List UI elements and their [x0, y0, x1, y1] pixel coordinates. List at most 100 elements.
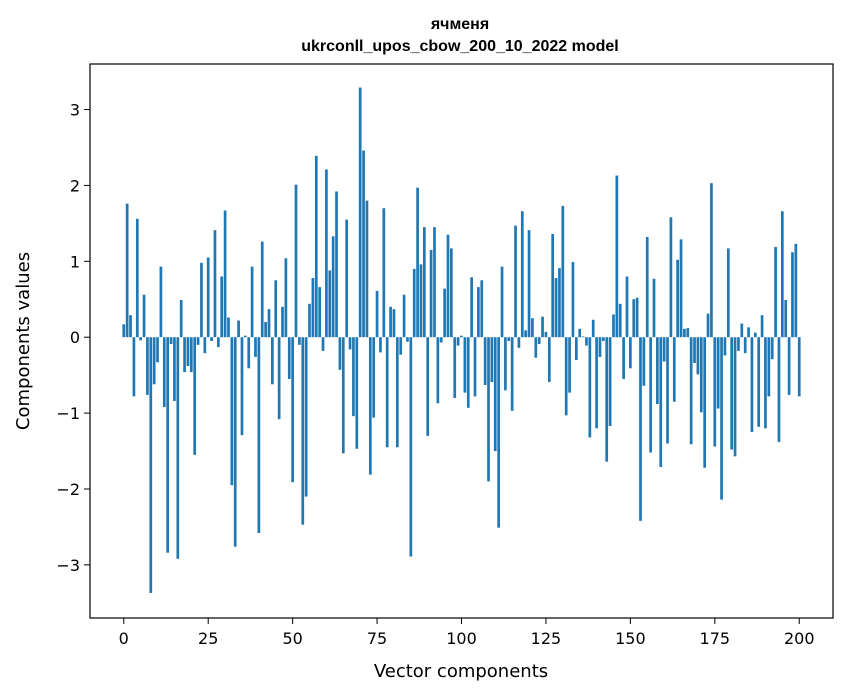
bar-153 — [639, 337, 642, 521]
bar-57 — [314, 155, 318, 338]
bar-15 — [173, 337, 176, 401]
bar-145 — [612, 314, 615, 338]
bar-65 — [341, 337, 345, 454]
bar-50 — [291, 337, 294, 483]
x-axis: 0 25 50 75 100 125 150 175 200 — [119, 618, 815, 648]
bar-63 — [335, 191, 338, 338]
bar-35 — [240, 337, 244, 436]
bar-197 — [787, 337, 791, 395]
bar-166 — [683, 328, 686, 338]
bar-185 — [747, 327, 750, 338]
bar-4 — [135, 218, 139, 338]
bar-60 — [325, 169, 328, 338]
bar-89 — [423, 227, 426, 338]
bar-85 — [409, 337, 413, 557]
bar-177 — [720, 337, 723, 500]
bar-192 — [770, 337, 774, 360]
x-tick-label-200: 200 — [784, 629, 815, 648]
bar-111 — [497, 337, 500, 528]
bar-117 — [517, 337, 521, 348]
bar-55 — [308, 303, 311, 338]
bar-40 — [257, 337, 261, 534]
bar-84 — [406, 337, 409, 342]
bar-159 — [659, 337, 663, 467]
bar-98 — [453, 337, 457, 398]
bar-104 — [473, 337, 477, 397]
bar-125 — [544, 331, 548, 338]
bar-30 — [223, 210, 227, 338]
bar-168 — [689, 337, 693, 445]
bar-6 — [142, 294, 146, 338]
bar-12 — [162, 337, 166, 408]
bar-99 — [456, 337, 460, 346]
bar-62 — [331, 236, 335, 338]
bar-171 — [699, 337, 703, 413]
bar-119 — [524, 330, 528, 338]
bar-148 — [622, 337, 625, 379]
bar-137 — [585, 337, 588, 346]
bar-97 — [450, 248, 453, 338]
bar-116 — [514, 225, 517, 338]
bar-112 — [500, 266, 504, 338]
y-axis-label: Components values — [13, 252, 34, 430]
x-axis-label: Vector components — [374, 661, 548, 682]
bar-109 — [490, 337, 494, 382]
bar-96 — [446, 234, 450, 338]
bar-93 — [436, 337, 440, 404]
bar-92 — [433, 227, 436, 338]
bar-42 — [264, 322, 267, 338]
bar-70 — [358, 87, 362, 338]
bar-83 — [402, 294, 406, 338]
bar-162 — [669, 217, 673, 338]
bar-170 — [696, 337, 700, 375]
bar-68 — [352, 337, 355, 417]
bar-47 — [281, 306, 284, 338]
bar-128 — [554, 278, 558, 338]
bar-53 — [301, 337, 305, 525]
bar-189 — [760, 315, 764, 338]
bar-130 — [561, 205, 565, 338]
bar-73 — [368, 337, 372, 475]
bar-80 — [392, 309, 396, 338]
x-tick-label-0: 0 — [119, 629, 129, 648]
bar-74 — [372, 337, 376, 418]
bar-79 — [389, 306, 392, 338]
bar-149 — [625, 276, 629, 338]
bar-120 — [527, 230, 531, 338]
bar-19 — [186, 337, 190, 367]
bar-196 — [784, 300, 788, 338]
y-tick-label-1: 1 — [70, 252, 80, 271]
bar-103 — [470, 277, 473, 338]
bar-31 — [227, 317, 230, 338]
bar-135 — [578, 328, 582, 338]
chart-subtitle: ukrconll_upos_cbow_200_10_2022 model — [301, 38, 618, 55]
bar-66 — [345, 219, 349, 338]
bar-91 — [429, 249, 433, 338]
chart-title: ячменя — [430, 16, 489, 33]
bar-46 — [277, 337, 281, 420]
bar-71 — [362, 150, 365, 338]
bar-3 — [132, 337, 136, 397]
y-tick-label-2: 2 — [70, 176, 80, 195]
bar-82 — [399, 337, 403, 355]
bar-195 — [780, 211, 784, 338]
x-tick-label-125: 125 — [531, 629, 562, 648]
bar-183 — [740, 323, 744, 338]
bar-200 — [797, 337, 801, 397]
bar-52 — [298, 337, 301, 345]
bar-101 — [463, 337, 467, 393]
bar-114 — [507, 337, 511, 341]
bar-14 — [169, 337, 173, 345]
bar-123 — [537, 337, 541, 345]
bar-49 — [287, 337, 291, 379]
bar-86 — [412, 268, 416, 338]
bar-90 — [426, 337, 430, 436]
bar-126 — [547, 337, 551, 382]
bar-20 — [189, 337, 193, 373]
bar-113 — [504, 337, 507, 391]
bar-198 — [791, 252, 794, 338]
x-tick-label-25: 25 — [198, 629, 218, 648]
bar-133 — [571, 262, 575, 338]
bar-105 — [477, 287, 480, 338]
bar-22 — [196, 337, 200, 345]
